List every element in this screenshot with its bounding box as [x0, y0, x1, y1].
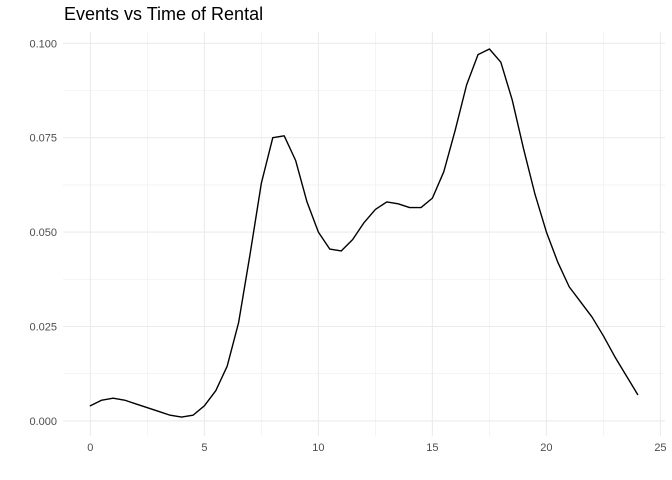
y-tick-label: 0.100: [29, 38, 57, 50]
y-tick-label: 0.050: [29, 227, 57, 239]
x-tick-label: 15: [426, 442, 438, 454]
series-group: [89, 48, 639, 418]
minor-gridlines: [63, 32, 665, 436]
x-axis: 0 5 10 15 20 25: [87, 442, 666, 454]
major-gridlines: [63, 32, 665, 436]
chart-title: Events vs Time of Rental: [64, 4, 264, 24]
x-tick-label: 20: [540, 442, 552, 454]
series-line-0: [89, 48, 639, 418]
y-tick-label: 0.075: [29, 133, 57, 145]
x-tick-label: 10: [312, 442, 324, 454]
x-tick-label: 5: [201, 442, 207, 454]
y-tick-label: 0.000: [29, 416, 57, 428]
y-tick-label: 0.025: [29, 322, 57, 334]
x-tick-label: 25: [654, 442, 666, 454]
x-tick-label: 0: [87, 442, 93, 454]
y-axis: 0.000 0.025 0.050 0.075 0.100: [29, 38, 57, 428]
